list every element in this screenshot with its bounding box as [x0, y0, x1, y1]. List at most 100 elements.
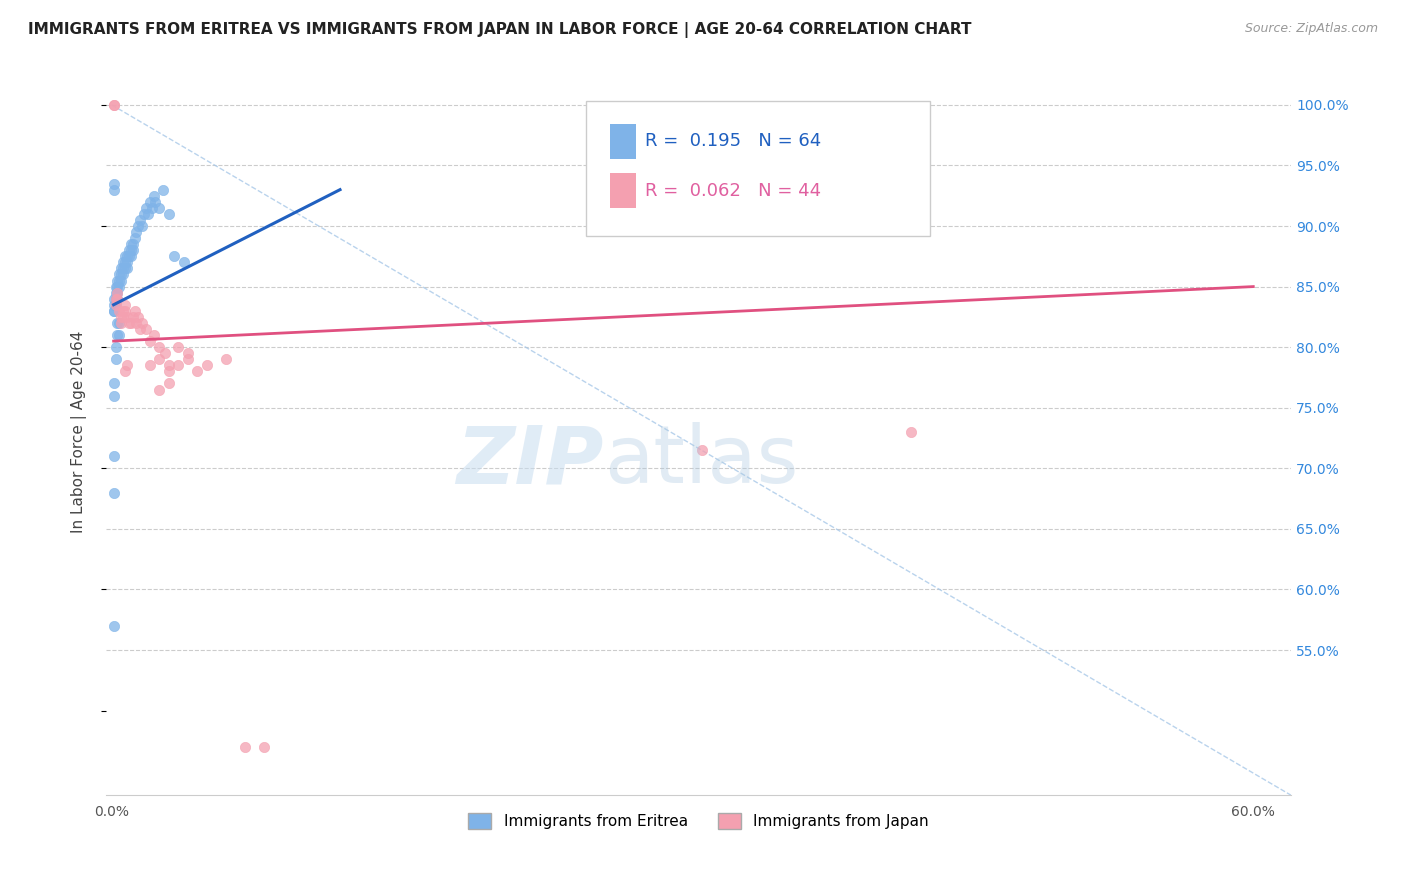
Point [121, 310, 143, 324]
Point [110, 310, 132, 324]
Point [139, 194, 162, 209]
Point [104, 340, 127, 354]
Point [110, 261, 132, 276]
Point [108, 328, 131, 343]
Point [104, 292, 127, 306]
Point [108, 279, 131, 293]
Point [125, 316, 148, 330]
Point [127, 310, 149, 324]
Point [114, 364, 136, 378]
Point [148, 201, 170, 215]
Point [108, 316, 131, 330]
Point [135, 201, 157, 215]
Text: R =  0.195   N = 64: R = 0.195 N = 64 [645, 132, 821, 150]
Point [108, 273, 131, 287]
Point [104, 352, 127, 367]
Point [114, 298, 136, 312]
Point [253, 739, 276, 754]
Point [104, 298, 127, 312]
Text: ZIP: ZIP [457, 422, 603, 500]
Point [107, 285, 129, 300]
Point [115, 261, 138, 276]
Point [104, 279, 127, 293]
Text: IMMIGRANTS FROM ERITREA VS IMMIGRANTS FROM JAPAN IN LABOR FORCE | AGE 20-64 CORR: IMMIGRANTS FROM ERITREA VS IMMIGRANTS FR… [28, 22, 972, 38]
Point [120, 237, 142, 252]
FancyBboxPatch shape [586, 101, 929, 235]
Point [107, 292, 129, 306]
Point [157, 376, 180, 391]
Legend: Immigrants from Eritrea, Immigrants from Japan: Immigrants from Eritrea, Immigrants from… [463, 806, 935, 835]
Point [115, 359, 138, 373]
Point [120, 316, 142, 330]
Point [108, 268, 131, 282]
Point [103, 376, 125, 391]
Point [107, 273, 129, 287]
Text: Source: ZipAtlas.com: Source: ZipAtlas.com [1244, 22, 1378, 36]
Point [125, 225, 148, 239]
Point [103, 292, 125, 306]
Point [129, 213, 152, 227]
Point [108, 303, 131, 318]
Point [233, 739, 256, 754]
Point [118, 249, 141, 263]
Point [110, 273, 132, 287]
Point [107, 328, 129, 343]
Point [103, 619, 125, 633]
Point [112, 310, 135, 324]
Point [132, 207, 155, 221]
Point [103, 389, 125, 403]
Point [103, 449, 125, 463]
Point [690, 443, 713, 458]
Point [148, 340, 170, 354]
Y-axis label: In Labor Force | Age 20-64: In Labor Force | Age 20-64 [72, 331, 87, 533]
Point [900, 425, 922, 439]
Point [121, 237, 143, 252]
Point [118, 316, 141, 330]
Point [103, 303, 125, 318]
Point [103, 98, 125, 112]
Point [195, 359, 218, 373]
Point [104, 285, 127, 300]
Point [103, 485, 125, 500]
Point [107, 292, 129, 306]
Point [115, 255, 138, 269]
FancyBboxPatch shape [610, 125, 636, 160]
Point [110, 316, 132, 330]
Point [157, 359, 180, 373]
Point [142, 188, 165, 202]
Point [115, 310, 138, 324]
Point [104, 292, 127, 306]
Point [107, 285, 129, 300]
Point [104, 298, 127, 312]
Point [110, 268, 132, 282]
Point [139, 359, 162, 373]
Point [124, 231, 146, 245]
Point [167, 359, 190, 373]
Point [103, 177, 125, 191]
Point [131, 219, 153, 233]
Point [173, 255, 195, 269]
Point [177, 352, 200, 367]
Point [112, 303, 135, 318]
Point [129, 322, 152, 336]
Point [148, 383, 170, 397]
Point [114, 303, 136, 318]
Point [131, 316, 153, 330]
Point [120, 249, 142, 263]
Point [142, 328, 165, 343]
Point [103, 183, 125, 197]
Point [124, 303, 146, 318]
Point [148, 352, 170, 367]
Point [136, 207, 159, 221]
Text: atlas: atlas [603, 422, 799, 500]
Point [112, 268, 135, 282]
Text: R =  0.062   N = 44: R = 0.062 N = 44 [645, 182, 821, 200]
Point [135, 322, 157, 336]
Point [112, 261, 135, 276]
Point [118, 244, 141, 258]
Point [139, 334, 162, 348]
Point [107, 279, 129, 293]
Point [141, 201, 163, 215]
Point [153, 346, 176, 360]
Point [177, 346, 200, 360]
